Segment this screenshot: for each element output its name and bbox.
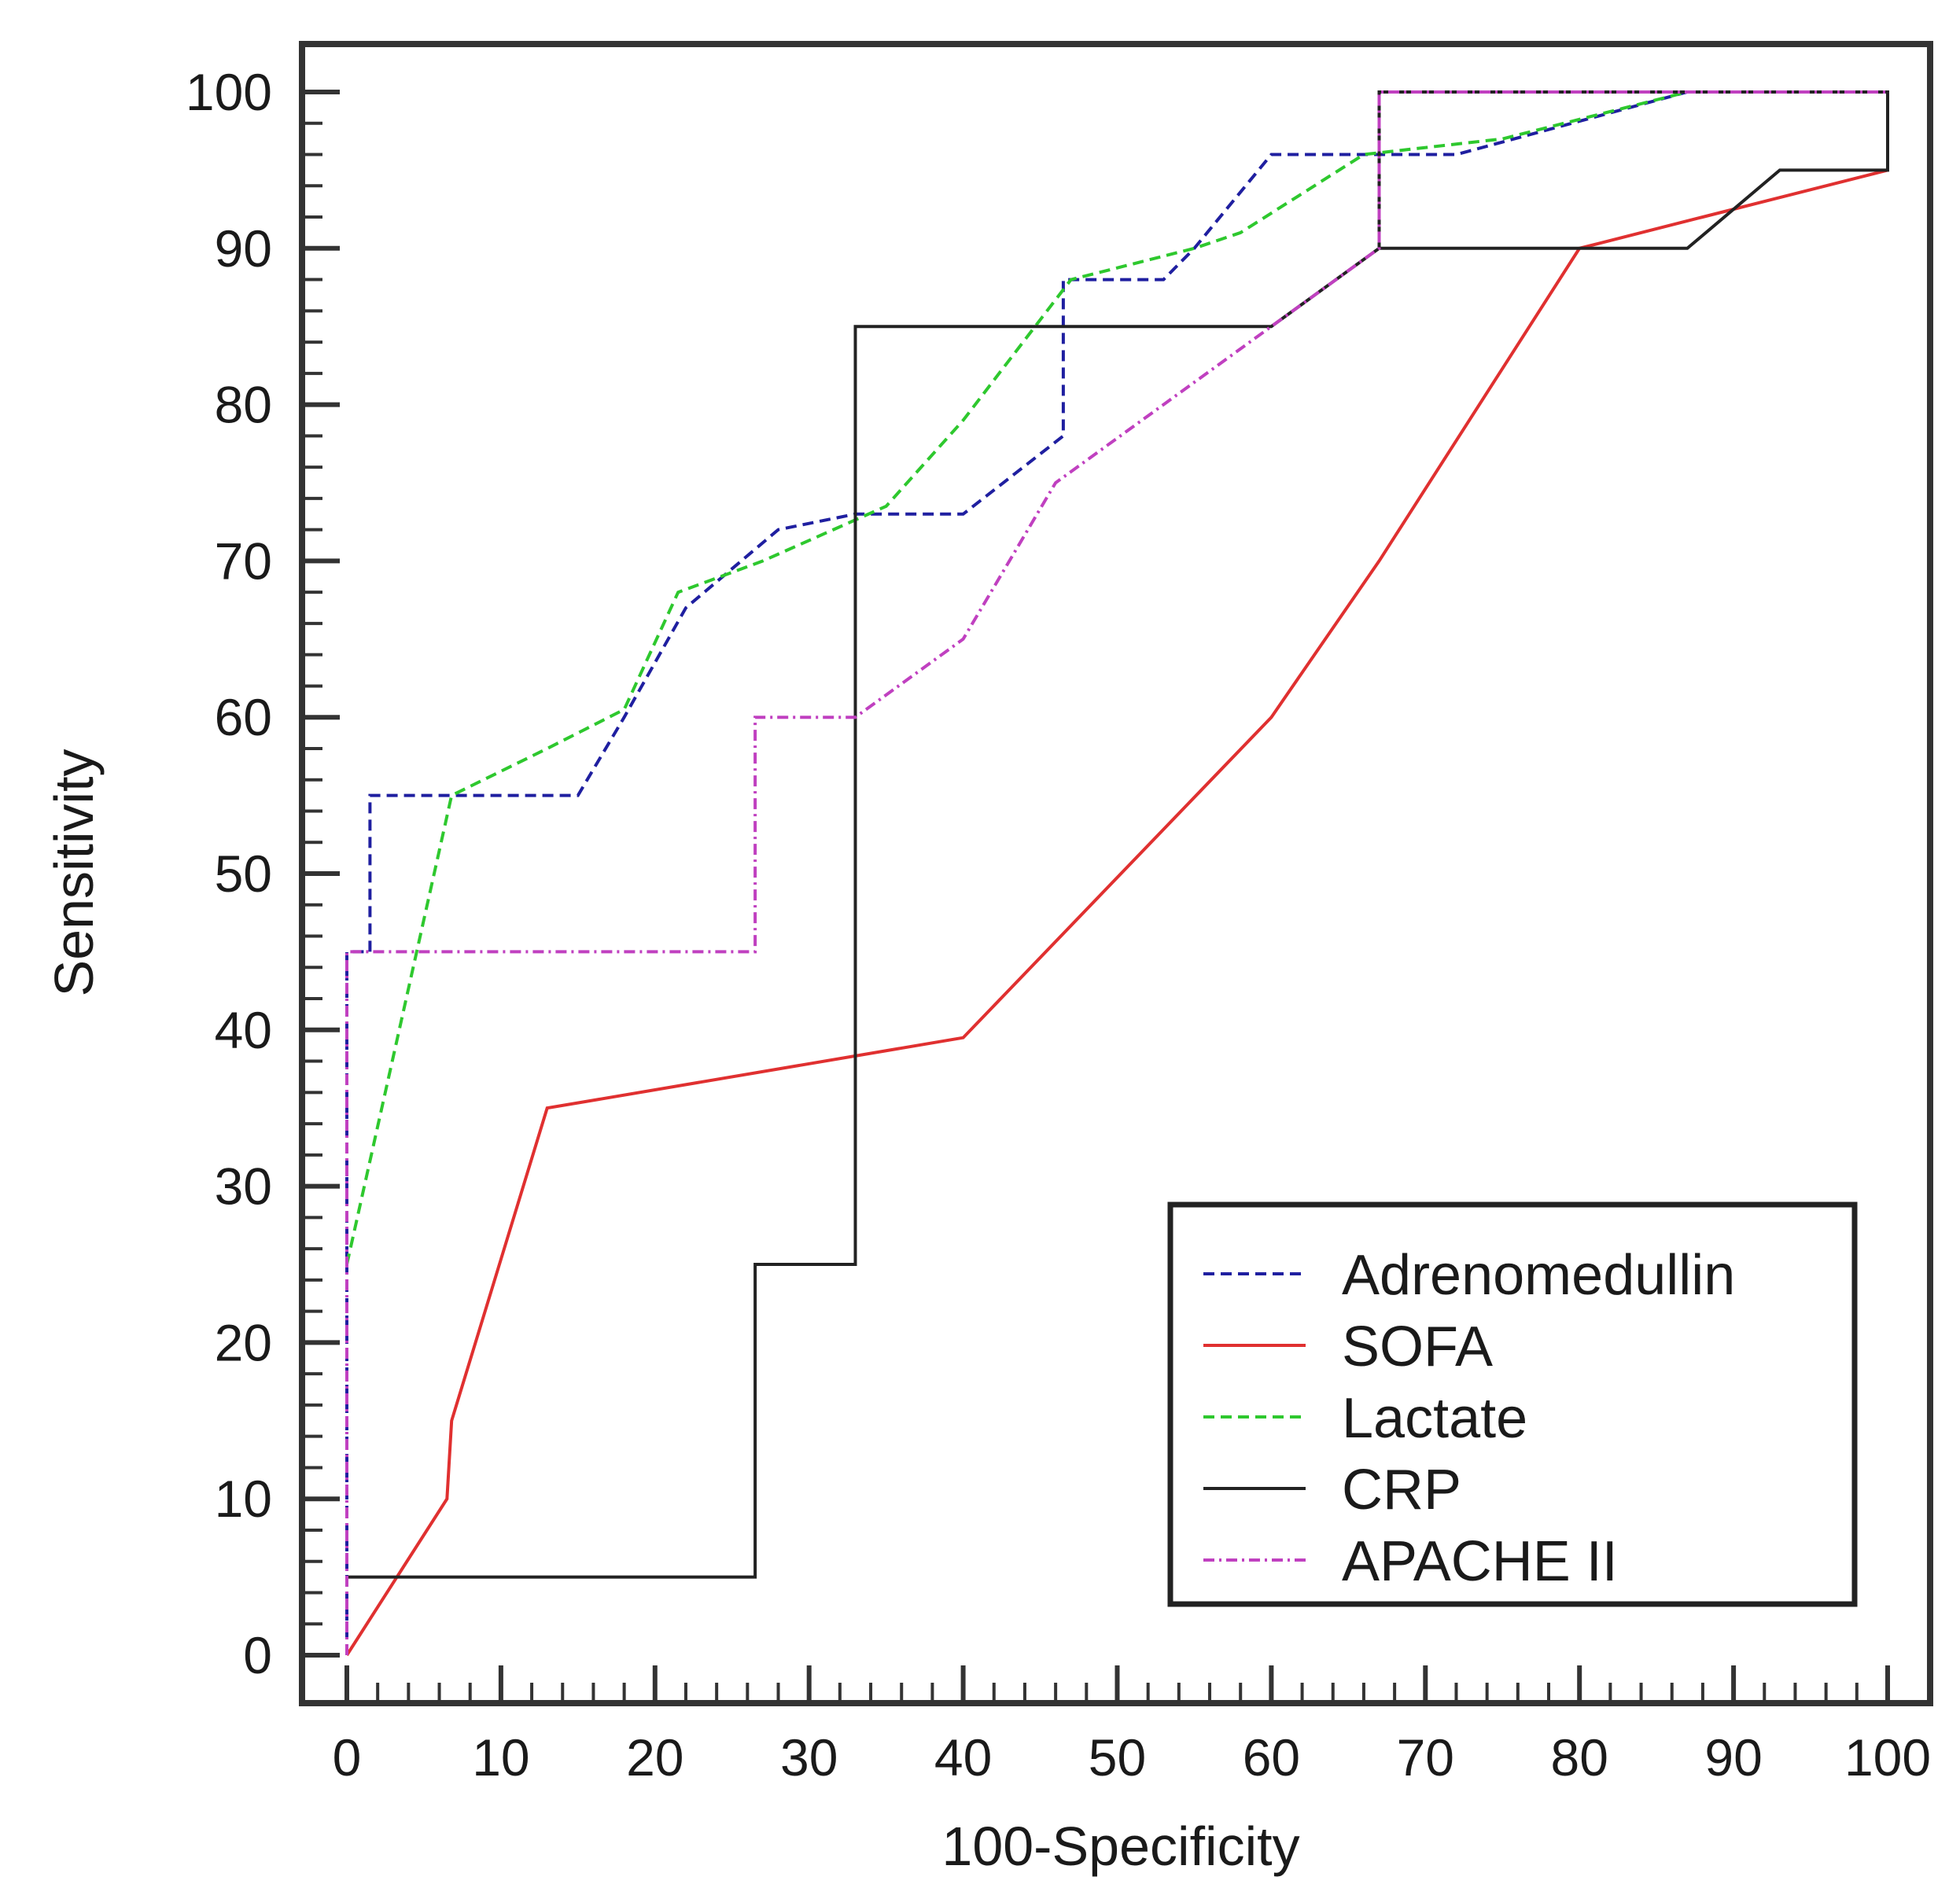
series-line-lactate	[345, 90, 1888, 1265]
y-tick-label: 90	[215, 219, 272, 278]
series-layer	[345, 90, 1889, 1657]
legend-label: Lactate	[1342, 1387, 1527, 1450]
x-tick-label: 10	[472, 1728, 529, 1786]
x-tick-label: 0	[333, 1728, 362, 1786]
y-axis-title: Sensitivity	[43, 749, 105, 996]
x-axis: 0 10 20 30 40 50 60 70 80 90 100	[333, 1665, 1931, 1786]
x-tick-label: 70	[1397, 1728, 1454, 1786]
y-tick-label: 10	[215, 1470, 272, 1528]
legend-box	[1167, 1201, 1858, 1607]
y-tick-label: 0	[243, 1626, 272, 1684]
x-tick-label: 100	[1844, 1728, 1931, 1786]
y-tick-label: 40	[215, 1001, 272, 1059]
x-tick-label: 90	[1704, 1728, 1762, 1786]
x-tick-label: 40	[934, 1728, 992, 1786]
legend: Adrenomedullin SOFA Lactate CRP APACHE II	[1167, 1201, 1858, 1607]
legend-label: CRP	[1342, 1459, 1461, 1522]
y-axis: 0 10 20 30 40 50 60 70 80 90 100	[186, 63, 340, 1684]
x-axis-title: 100-Specificity	[941, 1816, 1299, 1877]
y-tick-label: 30	[215, 1157, 272, 1216]
y-tick-label: 50	[215, 844, 272, 903]
y-tick-label: 80	[215, 376, 272, 434]
legend-label: Adrenomedullin	[1342, 1244, 1735, 1307]
series-line-sofa	[345, 168, 1888, 1657]
y-tick-label: 100	[186, 63, 272, 121]
y-tick-label: 20	[215, 1313, 272, 1371]
series-line-apache-ii	[345, 90, 1888, 1655]
y-tick-label: 70	[215, 532, 272, 590]
x-tick-label: 80	[1550, 1728, 1608, 1786]
x-tick-label: 30	[780, 1728, 838, 1786]
legend-label: APACHE II	[1342, 1530, 1618, 1593]
y-tick-label: 60	[215, 688, 272, 746]
legend-label: SOFA	[1342, 1315, 1493, 1378]
x-tick-label: 50	[1089, 1728, 1146, 1786]
x-tick-label: 60	[1243, 1728, 1300, 1786]
x-tick-label: 20	[626, 1728, 683, 1786]
